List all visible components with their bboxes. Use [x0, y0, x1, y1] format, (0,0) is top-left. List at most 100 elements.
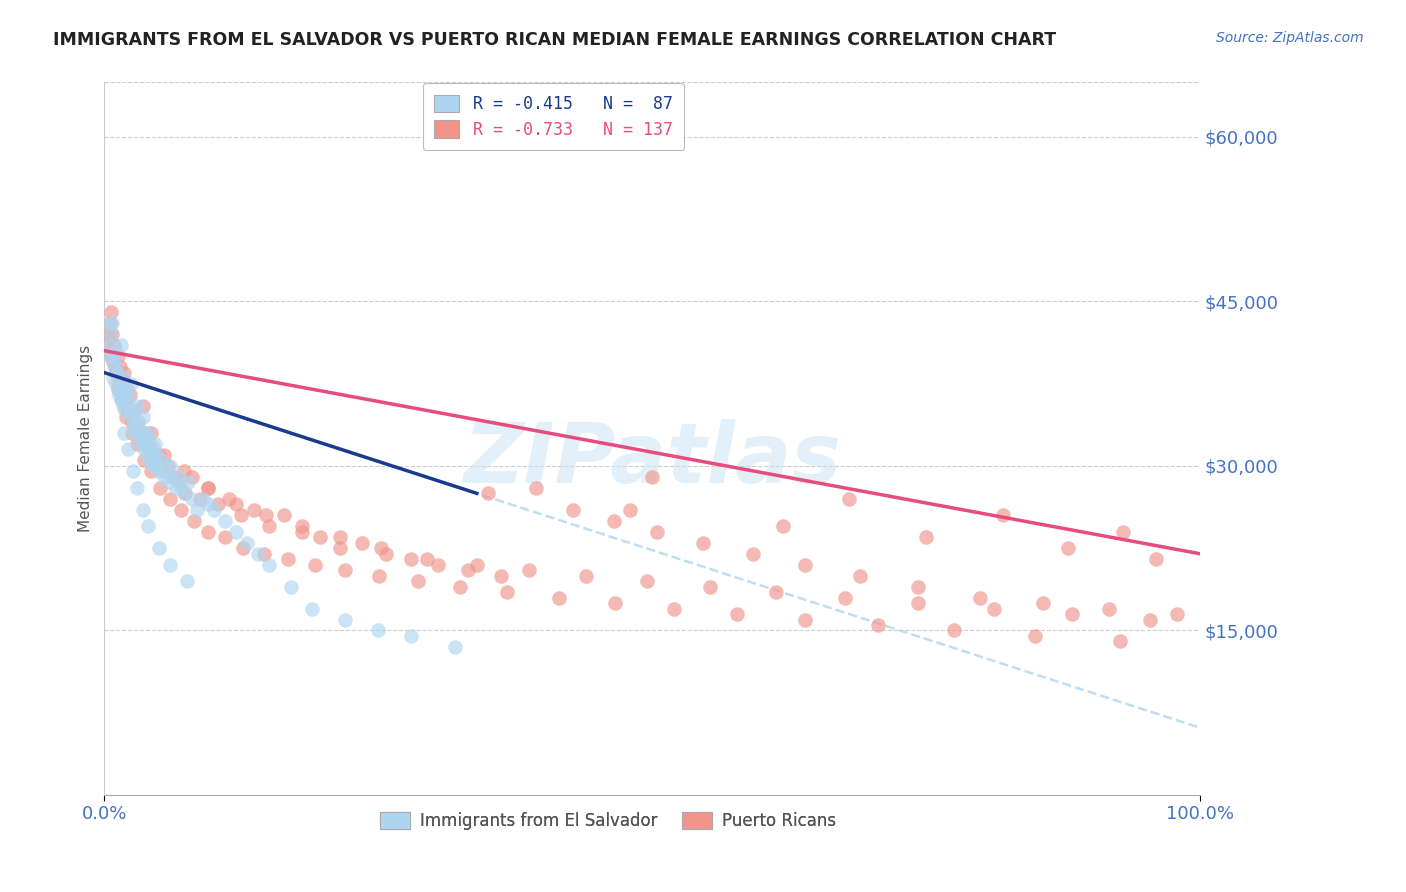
Point — [97, 338, 120, 352]
Point — [794, 558, 817, 572]
Point — [100, 305, 122, 319]
Point — [641, 470, 664, 484]
Legend: Immigrants from El Salvador, Puerto Ricans: Immigrants from El Salvador, Puerto Rica… — [373, 805, 844, 837]
Point — [103, 338, 125, 352]
Point — [101, 354, 124, 368]
Point — [129, 425, 152, 440]
Point — [647, 524, 669, 539]
Point — [111, 393, 134, 408]
Point — [838, 491, 860, 506]
Point — [866, 618, 889, 632]
Point — [207, 497, 229, 511]
Point — [122, 404, 145, 418]
Point — [335, 613, 357, 627]
Point — [127, 481, 149, 495]
Point — [246, 547, 269, 561]
Point — [121, 415, 143, 429]
Point — [127, 415, 149, 429]
Point — [406, 574, 429, 588]
Point — [115, 393, 138, 408]
Point — [121, 464, 143, 478]
Point — [132, 442, 155, 457]
Point — [121, 425, 143, 440]
Point — [135, 437, 157, 451]
Point — [98, 316, 121, 330]
Point — [225, 497, 247, 511]
Point — [907, 580, 929, 594]
Point — [173, 464, 195, 478]
Point — [603, 596, 626, 610]
Point — [97, 338, 120, 352]
Point — [335, 563, 357, 577]
Point — [575, 568, 598, 582]
Point — [165, 481, 187, 495]
Point — [218, 491, 240, 506]
Point — [1098, 601, 1121, 615]
Point — [197, 497, 219, 511]
Point — [517, 563, 540, 577]
Point — [943, 624, 966, 638]
Point — [170, 503, 193, 517]
Point — [1060, 607, 1083, 621]
Point — [253, 547, 276, 561]
Point — [141, 448, 163, 462]
Point — [214, 530, 236, 544]
Point — [1057, 541, 1080, 556]
Point — [148, 541, 170, 556]
Point — [152, 464, 174, 478]
Point — [277, 552, 299, 566]
Point — [256, 508, 278, 523]
Point — [138, 453, 160, 467]
Point — [301, 601, 323, 615]
Point — [662, 601, 685, 615]
Point — [1166, 607, 1188, 621]
Point — [101, 316, 124, 330]
Point — [111, 393, 134, 408]
Point — [176, 574, 198, 588]
Point — [129, 432, 152, 446]
Point — [132, 409, 155, 424]
Point — [765, 585, 787, 599]
Point — [101, 371, 124, 385]
Point — [136, 425, 159, 440]
Point — [149, 481, 172, 495]
Point — [136, 448, 159, 462]
Point — [156, 458, 179, 473]
Point — [181, 491, 204, 506]
Point — [602, 514, 624, 528]
Point — [562, 503, 585, 517]
Point — [991, 508, 1014, 523]
Point — [849, 568, 872, 582]
Point — [309, 530, 332, 544]
Point — [236, 535, 259, 549]
Point — [143, 453, 166, 467]
Point — [111, 382, 134, 396]
Point — [280, 580, 302, 594]
Point — [1032, 596, 1054, 610]
Point — [156, 475, 179, 490]
Point — [146, 448, 169, 462]
Point — [111, 399, 134, 413]
Point — [142, 458, 165, 473]
Point — [619, 503, 641, 517]
Point — [197, 524, 219, 539]
Point — [197, 481, 219, 495]
Point — [350, 535, 373, 549]
Point — [150, 453, 173, 467]
Point — [107, 366, 129, 380]
Point — [699, 580, 721, 594]
Point — [107, 387, 129, 401]
Point — [112, 371, 135, 385]
Point — [834, 591, 856, 605]
Y-axis label: Median Female Earnings: Median Female Earnings — [79, 345, 93, 532]
Point — [127, 437, 149, 451]
Point — [173, 486, 195, 500]
Point — [399, 552, 422, 566]
Point — [416, 552, 439, 566]
Point — [794, 613, 817, 627]
Point — [141, 425, 163, 440]
Point — [496, 585, 519, 599]
Point — [101, 327, 124, 342]
Text: IMMIGRANTS FROM EL SALVADOR VS PUERTO RICAN MEDIAN FEMALE EARNINGS CORRELATION C: IMMIGRANTS FROM EL SALVADOR VS PUERTO RI… — [53, 31, 1056, 49]
Point — [457, 563, 479, 577]
